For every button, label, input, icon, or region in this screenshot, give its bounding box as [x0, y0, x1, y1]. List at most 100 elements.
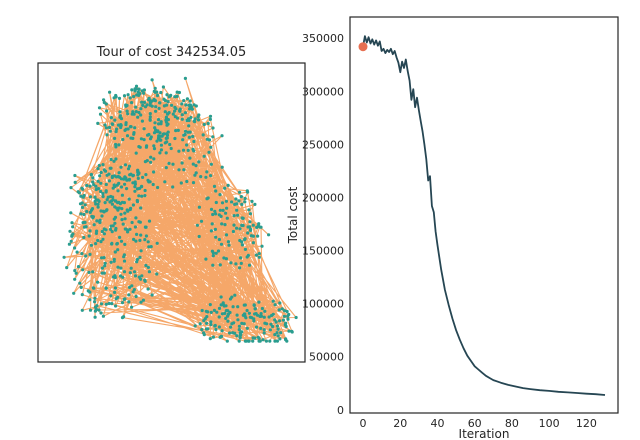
- city-point: [163, 141, 167, 145]
- city-point: [104, 126, 108, 130]
- city-point: [217, 237, 221, 242]
- city-point: [103, 261, 107, 265]
- city-point: [166, 100, 170, 104]
- city-point: [125, 134, 130, 138]
- city-point: [246, 339, 250, 343]
- city-point: [179, 181, 183, 185]
- city-point: [88, 195, 93, 199]
- y-tick-label: 300000: [302, 85, 344, 98]
- cost-plot-frame: [349, 16, 619, 414]
- city-point: [224, 199, 228, 203]
- city-point: [99, 189, 103, 194]
- city-point: [163, 110, 167, 114]
- city-point: [216, 249, 221, 253]
- city-point: [257, 300, 261, 304]
- city-point: [209, 174, 213, 178]
- city-point: [120, 207, 124, 211]
- city-point: [116, 174, 120, 179]
- city-point: [152, 170, 156, 174]
- city-point: [100, 302, 104, 306]
- city-point: [76, 265, 81, 269]
- city-point: [238, 238, 242, 243]
- city-point: [134, 87, 138, 91]
- city-point: [131, 290, 135, 294]
- city-point: [225, 206, 229, 210]
- city-point: [118, 110, 122, 114]
- city-point: [163, 180, 167, 184]
- city-point: [294, 315, 298, 320]
- city-point: [238, 266, 242, 270]
- city-point: [130, 284, 134, 288]
- city-point: [243, 237, 247, 241]
- city-point: [261, 338, 265, 342]
- city-point: [131, 136, 135, 140]
- city-point: [139, 277, 143, 281]
- city-point: [144, 173, 148, 177]
- city-point: [100, 229, 104, 234]
- city-point: [142, 91, 146, 95]
- city-point: [100, 266, 104, 270]
- city-point: [214, 235, 218, 239]
- city-point: [165, 132, 169, 136]
- city-point: [188, 107, 192, 111]
- city-point: [152, 147, 157, 151]
- city-point: [271, 312, 275, 316]
- city-point: [83, 203, 87, 207]
- city-point: [214, 200, 218, 205]
- city-point: [244, 339, 248, 343]
- city-point: [204, 175, 208, 179]
- city-point: [113, 215, 118, 219]
- city-point: [78, 202, 83, 206]
- city-point: [133, 189, 137, 193]
- city-point: [224, 233, 229, 237]
- city-point: [235, 313, 239, 317]
- city-point: [224, 257, 228, 261]
- cost-plot-panel: 0 20 40 60 80 100 120 0 50000 100000 150000 200000 2…: [286, 16, 619, 440]
- city-point: [242, 322, 246, 326]
- city-point: [211, 135, 215, 139]
- x-tick-label: 60: [468, 417, 482, 430]
- city-point: [134, 110, 138, 114]
- city-point: [205, 321, 209, 325]
- city-point: [102, 256, 106, 260]
- city-point: [158, 131, 162, 135]
- city-point: [109, 166, 113, 170]
- city-point: [154, 109, 158, 113]
- city-point: [119, 177, 123, 181]
- city-point: [209, 162, 213, 166]
- city-point: [164, 166, 168, 170]
- city-point: [126, 93, 130, 97]
- city-point: [185, 143, 189, 147]
- city-point: [232, 223, 236, 227]
- city-point: [106, 195, 110, 199]
- city-point: [143, 238, 147, 242]
- city-point: [167, 161, 171, 165]
- city-point: [147, 180, 151, 184]
- city-point: [131, 181, 135, 185]
- city-point: [89, 173, 93, 177]
- city-point: [285, 339, 289, 343]
- city-point: [141, 103, 145, 107]
- city-point: [211, 251, 215, 255]
- city-point: [192, 103, 196, 107]
- city-point: [165, 93, 169, 97]
- city-point: [199, 219, 204, 223]
- y-tick-label: 0: [337, 404, 344, 417]
- y-tick-label: 150000: [302, 245, 344, 258]
- city-point: [271, 324, 275, 329]
- city-point: [120, 193, 124, 197]
- city-point: [223, 311, 227, 315]
- city-point: [184, 103, 188, 107]
- city-point: [167, 111, 171, 115]
- city-point: [140, 119, 144, 123]
- city-point: [135, 260, 139, 264]
- city-point: [112, 183, 116, 187]
- city-point: [182, 168, 186, 172]
- city-point: [107, 301, 111, 306]
- city-point: [114, 228, 118, 232]
- city-point: [175, 116, 180, 120]
- city-point: [233, 331, 237, 335]
- city-point: [69, 211, 73, 215]
- city-point: [209, 323, 213, 327]
- city-point: [273, 303, 277, 307]
